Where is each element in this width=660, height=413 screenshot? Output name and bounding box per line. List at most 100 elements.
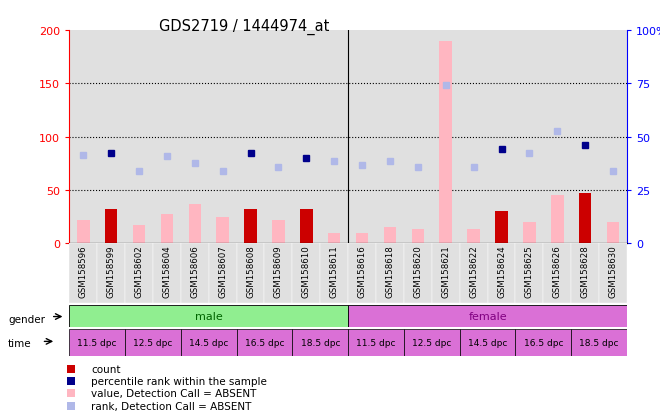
- Bar: [189, 204, 201, 244]
- Bar: [181, 244, 209, 304]
- Bar: [292, 244, 320, 304]
- Bar: [579, 194, 591, 244]
- Bar: [572, 329, 627, 356]
- Bar: [348, 244, 376, 304]
- Text: female: female: [468, 311, 507, 321]
- Bar: [599, 31, 627, 244]
- Bar: [69, 305, 348, 328]
- Bar: [69, 31, 97, 244]
- Text: GSM158608: GSM158608: [246, 245, 255, 297]
- Text: GSM158602: GSM158602: [135, 245, 143, 297]
- Text: GSM158616: GSM158616: [358, 245, 366, 297]
- Bar: [404, 31, 432, 244]
- Bar: [125, 31, 153, 244]
- Bar: [543, 31, 572, 244]
- Bar: [523, 222, 536, 244]
- Bar: [125, 244, 153, 304]
- Text: 11.5 dpc: 11.5 dpc: [356, 338, 396, 347]
- Bar: [153, 244, 181, 304]
- Text: GSM158599: GSM158599: [107, 245, 115, 297]
- Bar: [348, 329, 404, 356]
- Text: 16.5 dpc: 16.5 dpc: [523, 338, 563, 347]
- Bar: [244, 210, 257, 244]
- Bar: [376, 31, 404, 244]
- Bar: [599, 244, 627, 304]
- Bar: [97, 31, 125, 244]
- Bar: [348, 31, 376, 244]
- Bar: [412, 230, 424, 244]
- Text: 18.5 dpc: 18.5 dpc: [300, 338, 340, 347]
- Text: GSM158604: GSM158604: [162, 245, 172, 297]
- Bar: [237, 329, 292, 356]
- Text: GSM158624: GSM158624: [497, 245, 506, 297]
- Bar: [356, 233, 368, 244]
- Bar: [300, 210, 313, 244]
- Bar: [125, 329, 181, 356]
- Text: 12.5 dpc: 12.5 dpc: [412, 338, 451, 347]
- Bar: [328, 233, 341, 244]
- Bar: [237, 31, 265, 244]
- Bar: [515, 244, 543, 304]
- Bar: [515, 31, 543, 244]
- Bar: [432, 31, 460, 244]
- Bar: [467, 230, 480, 244]
- Bar: [348, 305, 627, 328]
- Bar: [440, 42, 452, 244]
- Text: GSM158621: GSM158621: [442, 245, 450, 297]
- Text: 14.5 dpc: 14.5 dpc: [468, 338, 508, 347]
- Bar: [209, 31, 237, 244]
- Text: GSM158622: GSM158622: [469, 245, 478, 297]
- Text: 12.5 dpc: 12.5 dpc: [133, 338, 173, 347]
- Text: GSM158606: GSM158606: [190, 245, 199, 297]
- Bar: [97, 244, 125, 304]
- Bar: [181, 31, 209, 244]
- Bar: [543, 244, 572, 304]
- Text: GSM158625: GSM158625: [525, 245, 534, 297]
- Bar: [69, 329, 125, 356]
- Text: count: count: [91, 364, 121, 374]
- Bar: [460, 244, 488, 304]
- Bar: [488, 244, 515, 304]
- Bar: [404, 244, 432, 304]
- Bar: [572, 244, 599, 304]
- Bar: [404, 329, 459, 356]
- Text: GSM158610: GSM158610: [302, 245, 311, 297]
- Text: GSM158611: GSM158611: [330, 245, 339, 297]
- Text: GSM158607: GSM158607: [218, 245, 227, 297]
- Bar: [237, 244, 265, 304]
- Text: time: time: [8, 339, 32, 349]
- Text: GSM158630: GSM158630: [609, 245, 618, 297]
- Text: 11.5 dpc: 11.5 dpc: [77, 338, 117, 347]
- Bar: [383, 228, 396, 244]
- Bar: [105, 210, 117, 244]
- Bar: [153, 31, 181, 244]
- Bar: [572, 31, 599, 244]
- Bar: [69, 244, 97, 304]
- Bar: [292, 329, 348, 356]
- Text: rank, Detection Call = ABSENT: rank, Detection Call = ABSENT: [91, 401, 251, 411]
- Text: GDS2719 / 1444974_at: GDS2719 / 1444974_at: [159, 19, 329, 35]
- Bar: [160, 215, 173, 244]
- Bar: [265, 244, 292, 304]
- Text: GSM158628: GSM158628: [581, 245, 589, 297]
- Bar: [495, 212, 508, 244]
- Bar: [551, 196, 564, 244]
- Bar: [292, 31, 320, 244]
- Bar: [209, 244, 237, 304]
- Bar: [77, 220, 90, 244]
- Text: 18.5 dpc: 18.5 dpc: [579, 338, 619, 347]
- Bar: [133, 225, 145, 244]
- Text: GSM158620: GSM158620: [413, 245, 422, 297]
- Bar: [488, 31, 515, 244]
- Bar: [181, 329, 237, 356]
- Bar: [459, 329, 515, 356]
- Text: gender: gender: [8, 314, 45, 324]
- Text: 14.5 dpc: 14.5 dpc: [189, 338, 228, 347]
- Text: value, Detection Call = ABSENT: value, Detection Call = ABSENT: [91, 388, 257, 398]
- Text: GSM158609: GSM158609: [274, 245, 283, 297]
- Bar: [432, 244, 460, 304]
- Bar: [376, 244, 404, 304]
- Text: percentile rank within the sample: percentile rank within the sample: [91, 376, 267, 386]
- Text: GSM158618: GSM158618: [385, 245, 395, 297]
- Bar: [265, 31, 292, 244]
